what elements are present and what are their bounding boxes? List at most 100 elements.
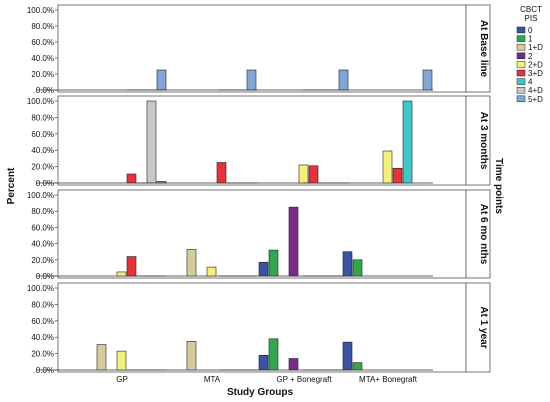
bar bbox=[342, 251, 353, 277]
x-tick-label: GP bbox=[116, 375, 128, 384]
y-tick-label: 100.0% bbox=[27, 97, 54, 106]
legend-label: 4 bbox=[528, 78, 533, 87]
bar bbox=[308, 165, 319, 184]
bar bbox=[268, 249, 279, 277]
legend-swatch bbox=[516, 26, 526, 34]
y-tick-label: 60.0% bbox=[31, 130, 54, 139]
y-tick-label: 100.0% bbox=[27, 284, 54, 293]
bar bbox=[338, 69, 349, 91]
y-tick-label: 0.0% bbox=[36, 86, 54, 95]
legend-swatch bbox=[516, 69, 526, 77]
y-tick-label: 40.0% bbox=[31, 54, 54, 63]
legend-item: 0 bbox=[516, 26, 533, 35]
bar bbox=[382, 150, 393, 184]
legend-swatch bbox=[516, 78, 526, 85]
legend-title: CBCT bbox=[520, 5, 542, 14]
y-tick-label: 0.0% bbox=[36, 366, 54, 375]
y-tick-label: 20.0% bbox=[31, 256, 54, 265]
x-tick-label: MTA bbox=[204, 375, 221, 384]
bar bbox=[392, 167, 403, 184]
legend-label: 1+D bbox=[528, 43, 543, 52]
y-tick-label: 20.0% bbox=[31, 163, 54, 172]
bar bbox=[186, 340, 197, 371]
bar bbox=[288, 206, 299, 277]
y-tick-label: 40.0% bbox=[31, 240, 54, 249]
legend-swatch bbox=[516, 86, 526, 94]
panels-layer: At Base line 0.0% 20.0% 40.0% 60.0% 80.0% 100.… bbox=[27, 4, 491, 384]
bar bbox=[126, 173, 137, 184]
legend-swatch bbox=[516, 95, 526, 103]
y-tick-label: 100.0% bbox=[27, 6, 54, 15]
bar bbox=[352, 362, 363, 371]
legend-label: 3+D bbox=[528, 69, 543, 78]
bar bbox=[146, 100, 157, 184]
y-tick-label: 20.0% bbox=[31, 70, 54, 79]
plot-area bbox=[57, 4, 467, 93]
bar bbox=[116, 350, 127, 371]
y-tick-label: 80.0% bbox=[31, 113, 54, 122]
panel-0: At Base line 0.0% 20.0% 40.0% 60.0% 80.0% 100.… bbox=[27, 4, 491, 95]
y-tick-label: 80.0% bbox=[31, 300, 54, 309]
bar bbox=[126, 256, 137, 277]
legend-subtitle: PIS bbox=[525, 14, 538, 23]
legend-item: 1 bbox=[516, 35, 533, 44]
x-axis-categories: GP MTA GP + Bonegraft MTA+ Bonegraft bbox=[116, 375, 417, 384]
bar bbox=[216, 162, 227, 184]
y-tick-label: 0.0% bbox=[36, 179, 54, 188]
panel-strip bbox=[465, 4, 491, 93]
bar bbox=[352, 259, 363, 277]
bar bbox=[298, 164, 309, 184]
y-tick-label: 60.0% bbox=[31, 38, 54, 47]
legend-item: 5+D bbox=[516, 95, 543, 104]
panel-2: At 6 mo nths 0.0% 20.0% 40.0% 60.0% 80.0% 100.… bbox=[27, 189, 491, 281]
right-axis-title: Time points bbox=[493, 158, 504, 214]
legend-label: 2 bbox=[528, 52, 533, 61]
panel-label: At 1 year bbox=[478, 306, 489, 348]
panel-3: At 1 year 0.0% 20.0% 40.0% 60.0% 80.0% 100.0% bbox=[27, 282, 491, 375]
legend-label: 1 bbox=[528, 35, 533, 44]
panel-label: At 3 months bbox=[478, 112, 489, 170]
legend-label: 0 bbox=[528, 26, 533, 35]
legend-label: 4+D bbox=[528, 86, 543, 95]
panel-strip bbox=[465, 282, 491, 373]
bar bbox=[402, 100, 413, 184]
bar bbox=[422, 69, 433, 91]
bar bbox=[246, 69, 257, 91]
y-tick-label: 60.0% bbox=[31, 317, 54, 326]
bar bbox=[268, 338, 279, 371]
y-tick-label: 60.0% bbox=[31, 223, 54, 232]
bar bbox=[342, 341, 353, 371]
y-tick-label: 20.0% bbox=[31, 350, 54, 359]
legend-item: 4+D bbox=[516, 86, 543, 95]
y-tick-label: 80.0% bbox=[31, 22, 54, 31]
legend-label: 5+D bbox=[528, 95, 543, 104]
y-tick-label: 100.0% bbox=[27, 191, 54, 200]
bar bbox=[116, 271, 127, 277]
panel-1: At 3 months 0.0% 20.0% 40.0% 60.0% 80.0% 100.0… bbox=[27, 95, 491, 188]
panel-strip bbox=[465, 189, 491, 279]
bar bbox=[258, 354, 269, 371]
legend-swatch bbox=[516, 35, 526, 42]
bar bbox=[258, 261, 269, 277]
legend-swatch bbox=[516, 52, 526, 60]
bar bbox=[288, 358, 299, 371]
legend-item: 1+D bbox=[516, 43, 543, 52]
y-axis-title: Percent bbox=[6, 167, 17, 204]
x-axis-title: Study Groups bbox=[227, 387, 294, 398]
legend-swatch bbox=[516, 43, 526, 51]
legend-item: 4 bbox=[516, 78, 533, 87]
panel-label: At 6 mo nths bbox=[478, 204, 489, 265]
panel-strip bbox=[465, 95, 491, 186]
panel-label: At Base line bbox=[478, 20, 489, 78]
y-tick-label: 40.0% bbox=[31, 333, 54, 342]
legend-swatch bbox=[516, 61, 526, 68]
bar bbox=[206, 266, 217, 277]
bar bbox=[96, 344, 107, 371]
x-tick-label: MTA+ Bonegraft bbox=[359, 375, 418, 384]
legend-item: 2 bbox=[516, 52, 533, 61]
legend-item: 3+D bbox=[516, 69, 543, 78]
bar bbox=[156, 69, 167, 91]
legend-item: 2+D bbox=[516, 60, 543, 69]
